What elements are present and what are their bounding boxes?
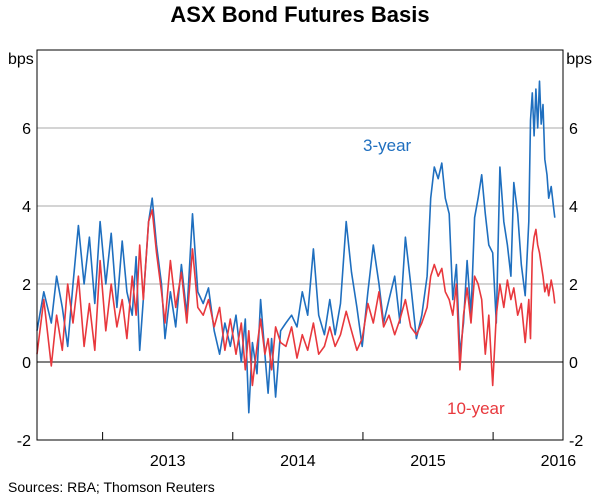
chart-title: ASX Bond Futures Basis [170,2,429,27]
x-tick-label: 2015 [410,453,446,470]
x-tick-label: 2013 [150,453,186,470]
y-tick-label-right: -2 [569,433,583,450]
y-tick-label-right: 4 [569,199,578,216]
series-label-10-year: 10-year [447,399,505,418]
series-line-10-year [36,209,556,387]
gridlines [37,127,563,363]
series-line-3-year [36,80,556,414]
y-tick-label-right: 0 [569,355,578,372]
y-tick-label-left: 6 [22,121,31,138]
left-axis-unit: bps [8,51,34,68]
y-tick-label-right: 6 [569,121,578,138]
y-tick-label-left: -2 [17,433,31,450]
series-label-3-year: 3-year [363,136,412,155]
y-tick-label-left: 2 [22,277,31,294]
y-tick-label-left: 0 [22,355,31,372]
x-tick-label: 2014 [280,453,316,470]
plot-frame [36,49,564,441]
y-tick-label-left: 4 [22,199,31,216]
x-axis: 2013 2014 2015 2016 [102,432,577,470]
right-axis-unit: bps [566,51,592,68]
series-lines [36,80,556,414]
y-axis: -2 -2 0 0 2 2 4 4 6 6 [17,121,584,450]
source-note: Sources: RBA; Thomson Reuters [8,479,215,495]
y-tick-label-right: 2 [569,277,578,294]
x-tick-label: 2016 [541,453,577,470]
